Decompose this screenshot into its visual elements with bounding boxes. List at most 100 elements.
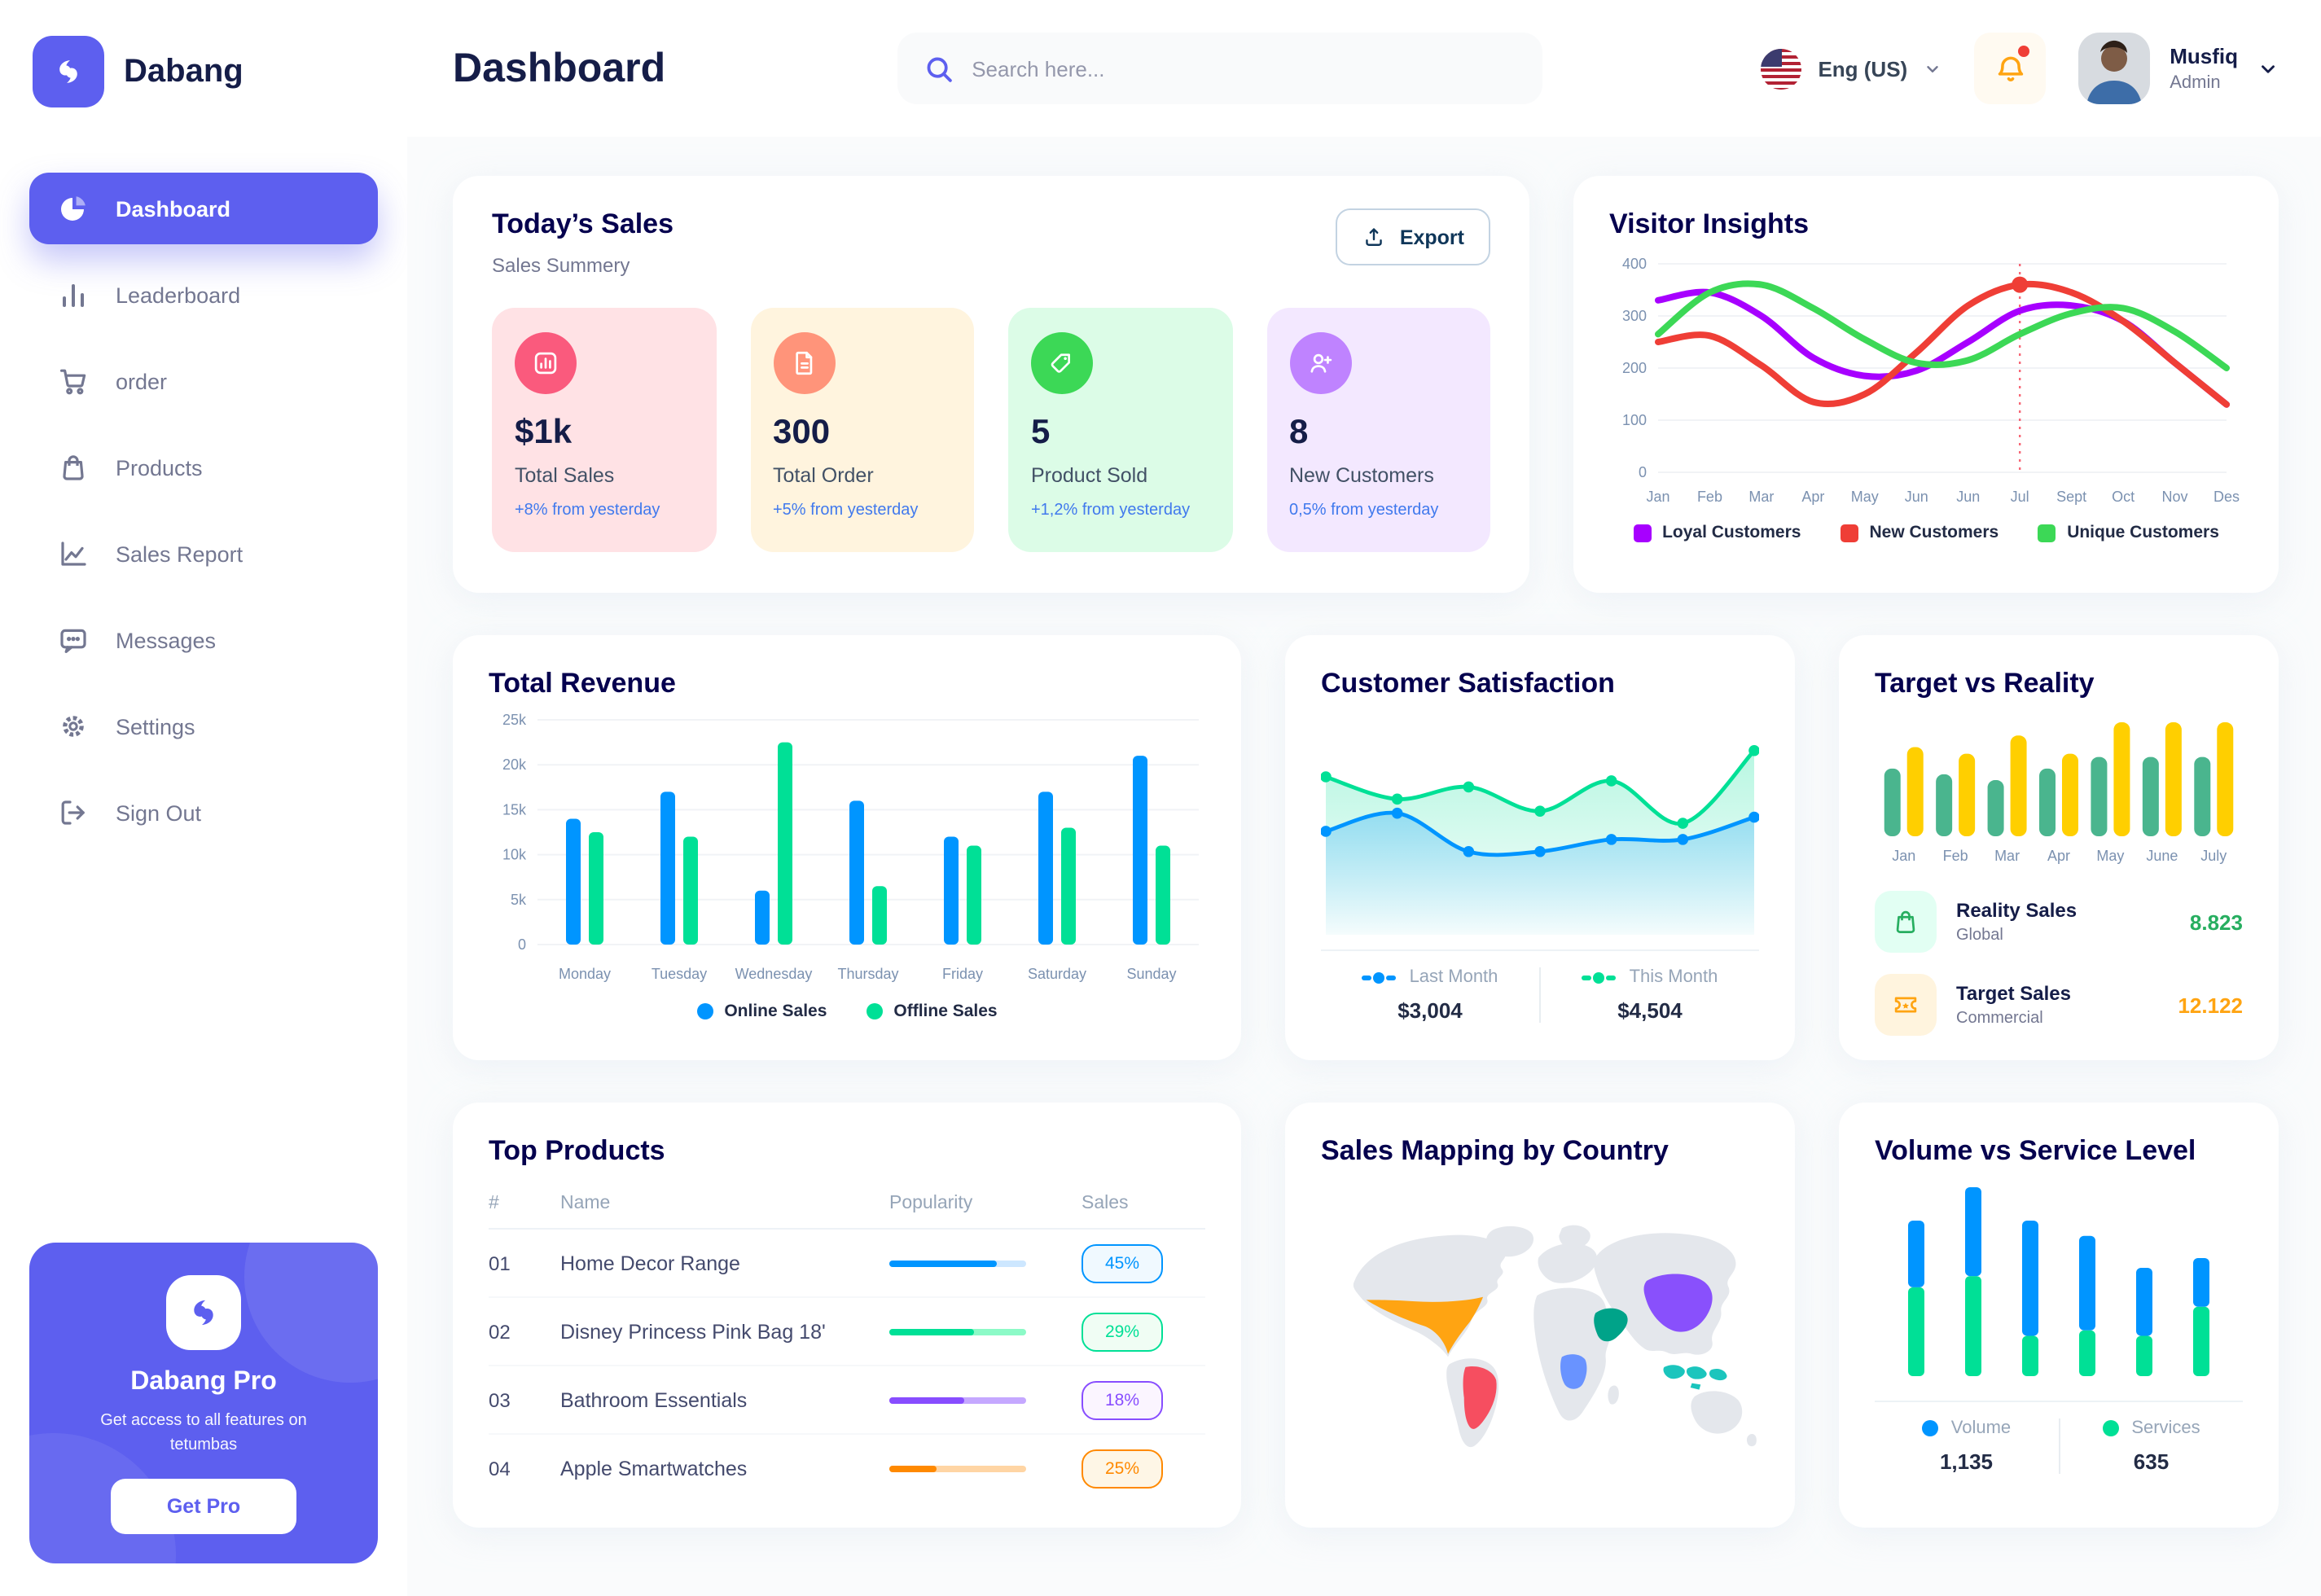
gear-icon [63, 716, 84, 737]
todays-sales-card: Today’s Sales Sales Summery Export [453, 176, 1529, 593]
sales-mapping-card: Sales Mapping by Country [1285, 1103, 1795, 1528]
svg-text:0: 0 [1639, 464, 1647, 480]
new-customers-delta: 0,5% from yesterday [1289, 502, 1439, 520]
bag-icon [63, 455, 84, 480]
legend-marker [1362, 971, 1397, 983]
table-row[interactable]: 03 Bathroom Essentials 18% [489, 1366, 1205, 1435]
sidebar-item-sign-out[interactable]: Sign Out [29, 777, 378, 848]
sidebar-item-label: Sign Out [116, 800, 202, 825]
reality-sales-row: Reality Sales Global 8.823 [1875, 891, 2243, 953]
file-icon [773, 332, 835, 394]
table-row[interactable]: 02 Disney Princess Pink Bag 18' 29% [489, 1298, 1205, 1366]
svg-text:Sunday: Sunday [1126, 966, 1176, 982]
svg-text:May: May [2096, 848, 2124, 864]
sidebar-item-products[interactable]: Products [29, 432, 378, 503]
sidebar-item-messages[interactable]: Messages [29, 604, 378, 676]
total-revenue-card: Total Revenue 0 5k 10k 15k 20k 25k Monday Tuesd… [453, 635, 1241, 1060]
legend-services: Services 635 [2060, 1418, 2243, 1474]
total-sales-card: $1k Total Sales +8% from yesterday [492, 308, 716, 552]
bag-icon [1875, 891, 1937, 953]
divider [1875, 1401, 2243, 1402]
target-vs-reality-card: Target vs Reality Jan Feb Mar Apr May June Jul… [1839, 635, 2279, 1060]
app-name: Dabang [124, 53, 244, 89]
user-plus-icon [1289, 332, 1351, 394]
north-america [1353, 1234, 1507, 1357]
country-indonesia[interactable] [1663, 1365, 1727, 1390]
total-revenue-chart: 0 5k 10k 15k 20k 25k Monday Tuesday Wednesday Thu… [489, 707, 1205, 987]
sidebar-item-label: Leaderboard [116, 283, 241, 307]
user-name: Musfiq [2170, 44, 2238, 68]
product-sold-label: Product Sold [1031, 464, 1148, 487]
svg-text:Nov: Nov [2162, 489, 2188, 505]
legend-dot [1921, 1420, 1938, 1436]
visitor-insights-card: Visitor Insights 0 100 200 300 400 Jan Feb Mar A… [1573, 176, 2279, 593]
sidebar-item-leaderboard[interactable]: Leaderboard [29, 259, 378, 331]
popularity-bar [889, 1466, 1026, 1472]
notifications-button[interactable] [1974, 33, 2047, 104]
svg-text:Jan: Jan [1892, 848, 1915, 864]
sales-badge: 45% [1082, 1243, 1163, 1282]
africa [1533, 1287, 1612, 1421]
visitor-insights-legend: Loyal Customers New Customers Unique Cus… [1609, 523, 2243, 542]
legend-dot [2102, 1420, 2119, 1436]
profile-menu[interactable]: Musfiq Admin [2078, 33, 2279, 104]
sidebar-item-label: Products [116, 455, 203, 480]
svg-text:20k: 20k [502, 756, 527, 773]
customer-satisfaction-legend: Last Month $3,004 This Month [1321, 967, 1759, 1023]
pro-upgrade-card: Dabang Pro Get access to all features on… [29, 1243, 378, 1563]
svg-text:Tuesday: Tuesday [652, 966, 707, 982]
sidebar-nav: Dashboard Leaderboard order [29, 173, 378, 848]
top-products-header: # Name Popularity Sales [489, 1177, 1205, 1230]
table-row[interactable]: 01 Home Decor Range 45% [489, 1230, 1205, 1298]
pro-card-title: Dabang Pro [130, 1368, 277, 1396]
bar-chart-icon [63, 284, 84, 307]
sidebar-item-settings[interactable]: Settings [29, 691, 378, 762]
svg-text:Saturday: Saturday [1028, 966, 1086, 982]
search-bar[interactable] [897, 33, 1542, 104]
svg-text:0: 0 [518, 936, 526, 953]
country-usa[interactable] [1366, 1296, 1484, 1354]
product-sold-delta: +1,2% from yesterday [1031, 502, 1191, 520]
legend-last-month: Last Month $3,004 [1321, 967, 1539, 1023]
export-button[interactable]: Export [1336, 208, 1490, 265]
svg-text:Mar: Mar [1994, 848, 2020, 864]
sidebar-item-dashboard[interactable]: Dashboard [29, 173, 378, 244]
legend-online-sales: Online Sales [696, 1002, 827, 1021]
dashboard-content: Today’s Sales Sales Summery Export [407, 137, 2321, 1596]
todays-sales-subtitle: Sales Summery [492, 254, 630, 277]
total-sales-delta: +8% from yesterday [515, 502, 660, 520]
sidebar-item-sales-report[interactable]: Sales Report [29, 518, 378, 590]
ticket-icon [1875, 974, 1937, 1036]
legend-swatch [2038, 524, 2056, 542]
table-row[interactable]: 04 Apple Smartwatches 25% [489, 1435, 1205, 1503]
svg-text:Wednesday: Wednesday [735, 966, 813, 982]
visitor-insights-chart: 0 100 200 300 400 Jan Feb Mar Apr May Jun Jun Jul Sep… [1609, 251, 2243, 508]
row-2: Total Revenue 0 5k 10k 15k 20k 25k Monday Tuesd… [453, 635, 2279, 1060]
new-customers-label: New Customers [1289, 464, 1434, 487]
avatar [2078, 33, 2151, 104]
chevron-down-icon [1927, 65, 1938, 72]
svg-text:Thursday: Thursday [837, 966, 898, 982]
svg-text:Feb: Feb [1697, 489, 1722, 505]
reality-sales-label: Reality Sales [1956, 899, 2077, 922]
total-order-value: 300 [773, 414, 831, 451]
country-china[interactable] [1643, 1274, 1713, 1332]
divider [1539, 967, 1541, 1023]
country-saudi-arabia[interactable] [1594, 1308, 1628, 1342]
legend-new-customers: New Customers [1840, 523, 1999, 542]
country-brazil[interactable] [1463, 1366, 1497, 1429]
row-1: Today’s Sales Sales Summery Export [453, 176, 2279, 593]
language-selector[interactable]: Eng (US) [1761, 48, 1941, 89]
search-input[interactable] [972, 56, 1516, 81]
country-dr-congo[interactable] [1560, 1354, 1587, 1389]
svg-text:10k: 10k [502, 847, 527, 863]
svg-text:Jan: Jan [1646, 489, 1669, 505]
volume-vs-service-chart [1875, 1177, 2243, 1386]
sidebar-item-label: Sales Report [116, 542, 244, 566]
export-icon [1367, 228, 1383, 246]
reality-sales-value: 8.823 [2189, 910, 2243, 934]
svg-text:Apr: Apr [1801, 489, 1824, 505]
sidebar-item-order[interactable]: order [29, 345, 378, 417]
get-pro-button[interactable]: Get Pro [111, 1479, 296, 1534]
export-label: Export [1399, 226, 1464, 248]
